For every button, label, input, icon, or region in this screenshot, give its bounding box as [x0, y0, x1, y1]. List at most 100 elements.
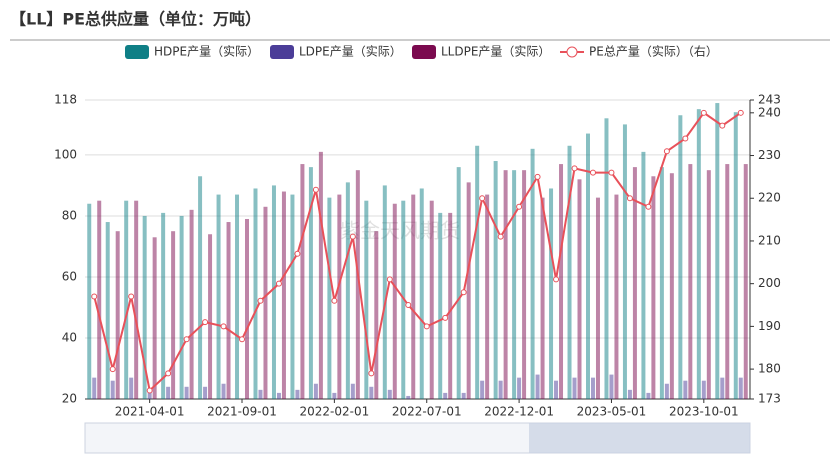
line-point	[442, 314, 449, 321]
bar	[554, 380, 559, 399]
bar	[646, 392, 651, 399]
bar	[651, 176, 656, 399]
bar	[271, 185, 276, 399]
line-point	[183, 336, 190, 343]
bar	[253, 188, 258, 399]
line-series	[93, 111, 742, 393]
y-tick-label: 100	[54, 147, 77, 161]
bar	[664, 383, 669, 399]
bar	[97, 200, 102, 399]
line-point	[553, 276, 560, 283]
bar	[327, 197, 332, 399]
bar	[586, 133, 590, 399]
bar	[733, 112, 738, 400]
y2-tick-label: 210	[758, 233, 781, 247]
line-point	[608, 169, 615, 176]
y-tick-label: 40	[62, 330, 77, 344]
legend-label: PE总产量（实际）（右）	[589, 44, 718, 59]
bar	[475, 145, 480, 399]
bar	[503, 170, 508, 399]
bar	[166, 386, 171, 399]
bar	[295, 389, 300, 399]
legend-marker	[566, 46, 578, 58]
y2-tick-label: 180	[758, 362, 781, 376]
bar	[443, 392, 448, 399]
bar	[549, 188, 554, 399]
y2-tick-label: 230	[758, 148, 781, 162]
line-point	[109, 366, 116, 373]
y2-tick-label: 240	[758, 105, 781, 119]
bar	[701, 380, 706, 399]
bar	[577, 179, 582, 399]
x-tick-label: 2023-05-01	[577, 405, 647, 419]
bar	[369, 386, 374, 399]
bar	[235, 194, 240, 399]
bar	[258, 389, 263, 399]
y2-tick-label: 220	[758, 191, 781, 205]
bar	[203, 386, 208, 399]
bar	[189, 209, 194, 399]
x-tick-label: 2021-04-01	[115, 405, 185, 419]
line-point	[516, 203, 523, 210]
bar	[345, 182, 350, 399]
bar	[614, 194, 619, 399]
chart-title: 【LL】PE总供应量（单位：万吨）	[10, 10, 261, 29]
y2-tick-label: 200	[758, 276, 781, 290]
x-tick-label: 2022-12-01	[484, 405, 554, 419]
bar	[115, 231, 120, 399]
x-tick-label: 2023-10-01	[669, 405, 739, 419]
line-point	[257, 297, 264, 304]
bar	[429, 200, 434, 399]
line-point	[719, 122, 726, 129]
bar	[92, 377, 97, 399]
bar	[105, 222, 110, 399]
bar	[134, 200, 139, 399]
bar	[87, 203, 92, 399]
line-point	[368, 370, 375, 377]
line-point	[239, 336, 246, 343]
bar	[706, 170, 711, 399]
bar	[147, 389, 152, 399]
bar	[281, 191, 286, 399]
bar	[355, 170, 360, 399]
bar	[622, 124, 627, 399]
line-point	[700, 109, 707, 116]
bar	[198, 176, 203, 399]
line-point	[331, 297, 338, 304]
line-point	[220, 323, 227, 330]
bar	[535, 374, 540, 399]
x-tick-label: 2022-07-01	[392, 405, 462, 419]
bar	[142, 215, 147, 399]
y-tick-label: 60	[62, 269, 77, 283]
y2-tick-label: 173	[758, 392, 781, 406]
y2-tick-label: 243	[758, 93, 781, 107]
zoom-window[interactable]	[529, 423, 750, 453]
bar	[411, 194, 416, 399]
line-point	[405, 302, 412, 309]
bar	[438, 212, 443, 399]
bar	[308, 167, 313, 399]
line-point	[349, 233, 356, 240]
bar	[263, 206, 268, 399]
x-tick-label: 2021-09-01	[207, 405, 277, 419]
bar	[743, 164, 748, 399]
bar	[559, 164, 564, 399]
bar	[678, 115, 683, 400]
bar	[208, 234, 213, 399]
bar	[290, 194, 295, 399]
bar	[387, 389, 392, 399]
x-tick-label: 2022-02-01	[300, 405, 370, 419]
line-point	[275, 280, 282, 287]
bar	[530, 148, 535, 399]
bar	[683, 380, 688, 399]
bar	[590, 377, 595, 399]
bar	[609, 374, 614, 399]
bar	[540, 197, 545, 399]
bar	[604, 118, 609, 399]
legend-label: LLDPE产量（实际）	[441, 44, 550, 59]
bar	[382, 185, 387, 399]
bar	[110, 380, 115, 399]
bar	[567, 145, 572, 399]
bar	[448, 212, 453, 399]
bar	[216, 194, 221, 399]
